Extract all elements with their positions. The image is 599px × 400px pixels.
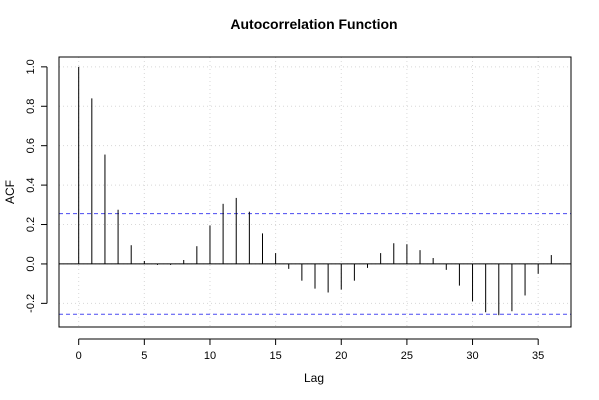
x-tick-label: 25	[401, 350, 413, 362]
y-tick-label: 0.0	[25, 256, 37, 271]
x-tick-label: 20	[335, 350, 347, 362]
y-tick-label: 0.8	[25, 99, 37, 114]
confidence-bounds	[59, 213, 571, 315]
y-tick-label: 1.0	[25, 59, 37, 74]
x-tick-label: 5	[141, 350, 147, 362]
x-axis-label: Lag	[304, 371, 324, 385]
y-tick-label: -0.2	[25, 294, 37, 313]
acf-bars	[78, 66, 552, 316]
x-tick-label: 10	[204, 350, 216, 362]
plot-frame	[58, 56, 572, 328]
x-axis: 0 5 10 15 20 25 30 35	[76, 338, 544, 362]
y-tick-label: 0.2	[25, 217, 37, 232]
y-tick-label: 0.6	[25, 138, 37, 153]
x-tick-label: 0	[76, 350, 82, 362]
x-tick-label: 15	[269, 350, 281, 362]
x-tick-label: 30	[466, 350, 478, 362]
y-axis-label: ACF	[3, 180, 17, 204]
y-axis: -0.2 0.0 0.2 0.4 0.6 0.8 1.0	[25, 59, 48, 313]
y-tick-label: 0.4	[25, 177, 37, 192]
x-tick-label: 35	[532, 350, 544, 362]
chart-title: Autocorrelation Function	[230, 16, 397, 32]
